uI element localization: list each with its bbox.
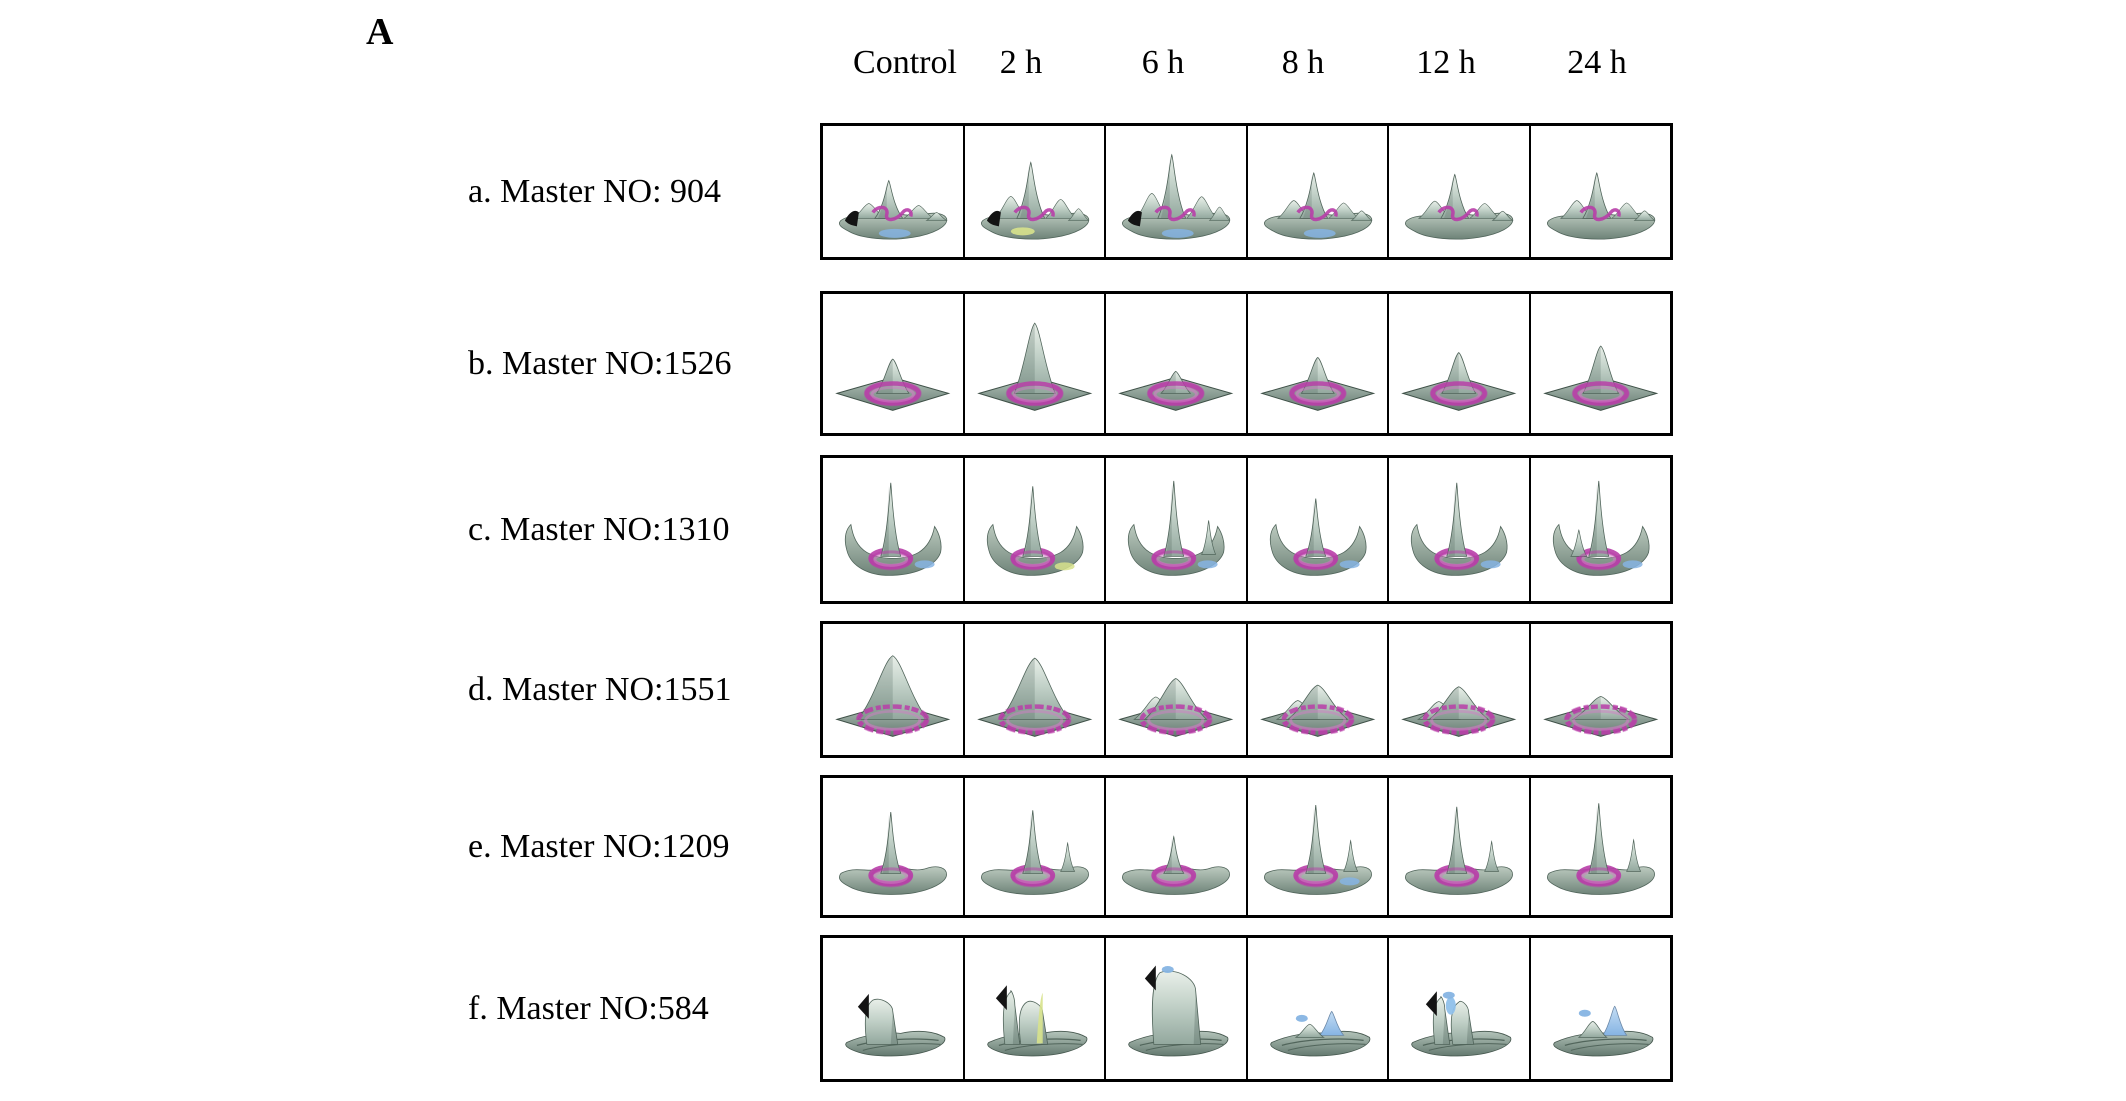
spot-cell-d-6h	[1106, 624, 1248, 755]
panel-label: A	[366, 11, 394, 53]
spot-cell-a-8h	[1247, 126, 1389, 257]
surface-plot	[844, 482, 942, 576]
spot-row-f	[820, 935, 1673, 1082]
spot-row-c	[820, 455, 1673, 604]
surface-plot	[1546, 803, 1655, 895]
surface-plot	[1128, 965, 1229, 1057]
spot-cell-b-control	[823, 294, 965, 433]
column-header-2h: 2 h	[999, 44, 1043, 81]
surface-plot	[835, 358, 951, 411]
spot-cell-a-control	[823, 126, 965, 257]
surface-plot	[1259, 684, 1375, 737]
spot-row-b	[820, 291, 1673, 436]
spot-cell-f-24h	[1530, 938, 1670, 1079]
surface-plot	[845, 993, 946, 1057]
surface-plot	[976, 322, 1092, 411]
spot-cell-c-12h	[1389, 458, 1531, 601]
spot-row-d	[820, 621, 1673, 758]
surface-plot	[1546, 172, 1656, 240]
surface-plot	[980, 810, 1089, 895]
surface-plot	[1259, 356, 1375, 411]
spot-cell-f-12h	[1389, 938, 1531, 1079]
spot-cell-c-24h	[1530, 458, 1670, 601]
surface-plot	[1411, 991, 1512, 1057]
spot-cell-e-24h	[1530, 778, 1670, 915]
spot-cell-e-12h	[1389, 778, 1531, 915]
surface-plot	[1263, 172, 1373, 240]
surface-plot	[838, 179, 948, 240]
surface-plot	[1118, 370, 1234, 411]
spot-cell-d-12h	[1389, 624, 1531, 755]
spot-cell-d-24h	[1530, 624, 1670, 755]
row-label-a: a. Master NO: 904	[468, 172, 722, 210]
spot-cell-b-6h	[1106, 294, 1248, 433]
row-label-b: b. Master NO:1526	[468, 344, 732, 382]
spot-cell-c-2h	[964, 458, 1106, 601]
row-label-f: f. Master NO:584	[468, 989, 709, 1027]
surface-plot	[1542, 696, 1658, 737]
spot-cell-e-6h	[1106, 778, 1248, 915]
surface-plot	[1552, 1005, 1653, 1057]
surface-plot	[1542, 345, 1658, 411]
surface-plot	[1404, 173, 1514, 240]
surface-plot	[1410, 482, 1508, 576]
column-header-6h: 6 h	[1141, 44, 1185, 81]
surface-plot	[1401, 686, 1517, 737]
spot-cell-f-6h	[1106, 938, 1248, 1079]
spot-cell-d-2h	[964, 624, 1106, 755]
spot-cell-d-control	[823, 624, 965, 755]
surface-plot	[1121, 835, 1230, 895]
surface-plot	[1552, 480, 1649, 576]
surface-plot	[986, 985, 1087, 1057]
column-header-24h: 24 h	[1567, 44, 1627, 81]
surface-plot	[838, 811, 947, 895]
spot-cell-f-2h	[964, 938, 1106, 1079]
spot-cell-f-control	[823, 938, 965, 1079]
spot-cell-e-2h	[964, 778, 1106, 915]
surface-plot	[980, 161, 1089, 240]
spot-cell-b-8h	[1247, 294, 1389, 433]
spot-cell-b-2h	[964, 294, 1106, 433]
spot-cell-d-8h	[1247, 624, 1389, 755]
spot-cell-a-2h	[964, 126, 1106, 257]
column-header-control: Control	[853, 44, 957, 81]
column-header-8h: 8 h	[1281, 44, 1325, 81]
surface-plot	[986, 486, 1083, 576]
row-label-c: c. Master NO:1310	[468, 510, 730, 548]
surface-plot	[1127, 480, 1225, 576]
spot-cell-e-control	[823, 778, 965, 915]
surface-plot	[1121, 153, 1231, 240]
surface-plot	[1263, 804, 1372, 895]
spot-cell-a-12h	[1389, 126, 1531, 257]
surface-plot	[1269, 498, 1366, 576]
spot-cell-a-24h	[1530, 126, 1670, 257]
surface-plot	[1118, 678, 1234, 737]
spot-cell-e-8h	[1247, 778, 1389, 915]
spot-cell-f-8h	[1247, 938, 1389, 1079]
spot-row-e	[820, 775, 1673, 918]
spot-cell-c-6h	[1106, 458, 1248, 601]
row-label-e: e. Master NO:1209	[468, 827, 730, 865]
surface-plot	[835, 655, 951, 737]
surface-plot	[1401, 352, 1517, 411]
surface-plot	[1404, 806, 1513, 895]
surface-plot	[1269, 1010, 1370, 1057]
spot-row-a	[820, 123, 1673, 260]
surface-plot	[976, 657, 1092, 737]
spot-cell-a-6h	[1106, 126, 1248, 257]
spot-cell-b-24h	[1530, 294, 1670, 433]
spot-cell-c-control	[823, 458, 965, 601]
row-label-d: d. Master NO:1551	[468, 670, 732, 708]
column-header-12h: 12 h	[1416, 44, 1476, 81]
spot-cell-b-12h	[1389, 294, 1531, 433]
spot-cell-c-8h	[1247, 458, 1389, 601]
